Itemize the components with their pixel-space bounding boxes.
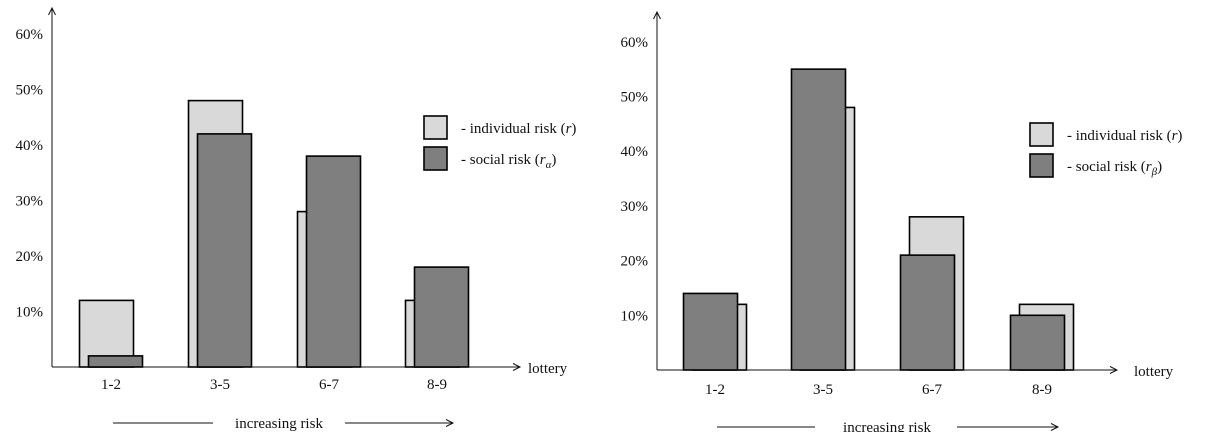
increasing-risk-label: increasing risk bbox=[235, 416, 323, 432]
legend-series-subscript: α bbox=[546, 159, 552, 171]
legend-dash: - bbox=[1067, 128, 1076, 144]
y-tick-label: 30% bbox=[16, 194, 44, 210]
bar-social-8-9 bbox=[1009, 314, 1066, 371]
legend-series-symbol: r bbox=[540, 152, 546, 168]
x-tick-label: 1-2 bbox=[705, 382, 725, 398]
legend-dash: - bbox=[461, 121, 470, 137]
y-axis-arrow bbox=[653, 10, 661, 20]
legend-swatch-individual bbox=[1029, 122, 1054, 147]
legend-swatch-individual bbox=[423, 115, 448, 140]
x-axis-arrow bbox=[1109, 366, 1119, 374]
bar-social-1-2 bbox=[682, 292, 739, 371]
y-tick-label: 50% bbox=[621, 90, 649, 106]
legend-label-individual: - individual risk (r) bbox=[461, 121, 576, 137]
legend-label-individual: - individual risk (r) bbox=[1067, 128, 1182, 144]
legend-series-name: individual risk bbox=[470, 121, 558, 137]
y-tick-label: 20% bbox=[16, 249, 44, 265]
legend: - individual risk (r) - social risk (rβ) bbox=[1029, 122, 1182, 178]
y-tick-label: 10% bbox=[621, 308, 649, 324]
y-axis-arrow bbox=[48, 6, 56, 16]
legend-series-name: individual risk bbox=[1076, 128, 1164, 144]
increasing-risk-label: increasing risk bbox=[843, 420, 931, 432]
bar-social-1-2 bbox=[87, 355, 144, 368]
legend-series-symbol: r bbox=[1146, 159, 1152, 175]
legend-series-symbol: r bbox=[1172, 128, 1178, 144]
legend-swatch-social bbox=[423, 146, 448, 171]
risk-arrow-head bbox=[445, 419, 455, 427]
legend-series-subscript: β bbox=[1151, 166, 1158, 178]
x-axis-label: lottery bbox=[1134, 364, 1174, 380]
x-tick-label: 6-7 bbox=[319, 377, 339, 393]
legend-label-social: - social risk (rβ) bbox=[1067, 159, 1162, 178]
risk-arrow-head bbox=[1050, 423, 1060, 431]
chart-1: 10% 20% 30% 40% 50% 60% 1-2 3-5 6-7 8-9 lottery inc… bbox=[16, 6, 576, 432]
y-tick-label: 60% bbox=[621, 35, 649, 51]
legend-label-social: - social risk (rα) bbox=[461, 152, 556, 171]
y-tick-label: 40% bbox=[16, 138, 44, 154]
x-tick-label: 6-7 bbox=[922, 382, 942, 398]
x-axis-label: lottery bbox=[528, 361, 568, 377]
x-axis-arrow bbox=[512, 363, 522, 371]
chart-2: 10% 20% 30% 40% 50% 60% 1-2 3-5 6-7 8-9 lottery inc… bbox=[621, 10, 1182, 432]
x-tick-label: 3-5 bbox=[813, 382, 833, 398]
x-tick-label: 8-9 bbox=[1032, 382, 1052, 398]
legend-dash: - bbox=[1067, 159, 1076, 175]
bar-social-8-9 bbox=[413, 266, 470, 368]
x-tick-label: 8-9 bbox=[427, 377, 447, 393]
y-tick-label: 20% bbox=[621, 254, 649, 270]
legend: - individual risk (r) - social risk (rα) bbox=[423, 115, 576, 171]
y-tick-label: 30% bbox=[621, 199, 649, 215]
legend-swatch-social bbox=[1029, 153, 1054, 178]
y-tick-label: 50% bbox=[16, 83, 44, 99]
legend-series-symbol: r bbox=[566, 121, 572, 137]
y-tick-label: 10% bbox=[16, 305, 44, 321]
legend-series-name: social risk bbox=[1076, 159, 1138, 175]
x-tick-label: 3-5 bbox=[210, 377, 230, 393]
y-tick-label: 60% bbox=[16, 27, 44, 43]
y-tick-label: 40% bbox=[621, 144, 649, 160]
bar-social-6-7 bbox=[305, 155, 362, 368]
legend-dash: - bbox=[461, 152, 470, 168]
bar-social-6-7 bbox=[899, 254, 956, 371]
bar-social-3-5 bbox=[790, 68, 847, 371]
bar-social-3-5 bbox=[196, 133, 253, 368]
x-tick-label: 1-2 bbox=[101, 377, 121, 393]
legend-series-name: social risk bbox=[470, 152, 532, 168]
